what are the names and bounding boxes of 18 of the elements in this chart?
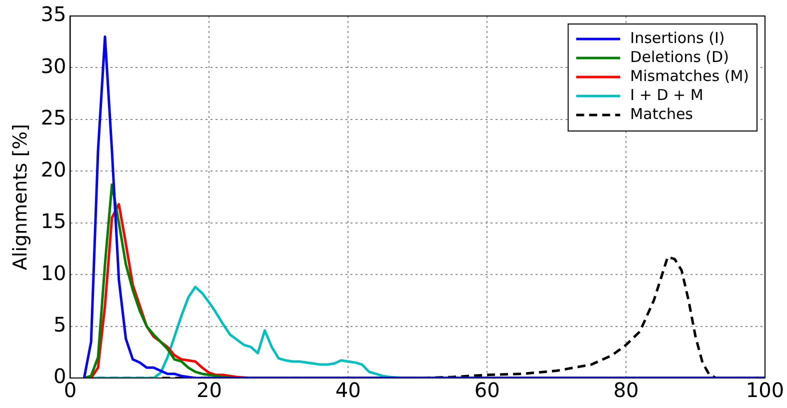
y-tick-label: 30 [40,54,66,78]
legend-label: Insertions (I) [630,28,725,47]
x-tick-label: 60 [474,378,500,402]
y-tick-label: 35 [40,2,66,26]
y-tick-label: 20 [40,157,66,182]
y-axis-title: Alignments [%] [9,124,32,270]
y-tick-label: 15 [40,209,66,234]
x-tick-label: 20 [196,378,222,402]
y-tick-label: 5 [54,312,66,336]
legend-label: I + D + M [630,86,704,104]
legend-label: Deletions (D) [630,48,729,66]
y-tick-label: 25 [40,106,66,130]
legend-label: Matches [630,104,694,123]
x-tick-label: 80 [613,378,639,402]
y-tick-label: 10 [40,260,66,285]
x-tick-label: 100 [746,378,784,402]
x-tick-label: 40 [335,378,361,402]
legend-label: Mismatches (M) [630,66,750,85]
